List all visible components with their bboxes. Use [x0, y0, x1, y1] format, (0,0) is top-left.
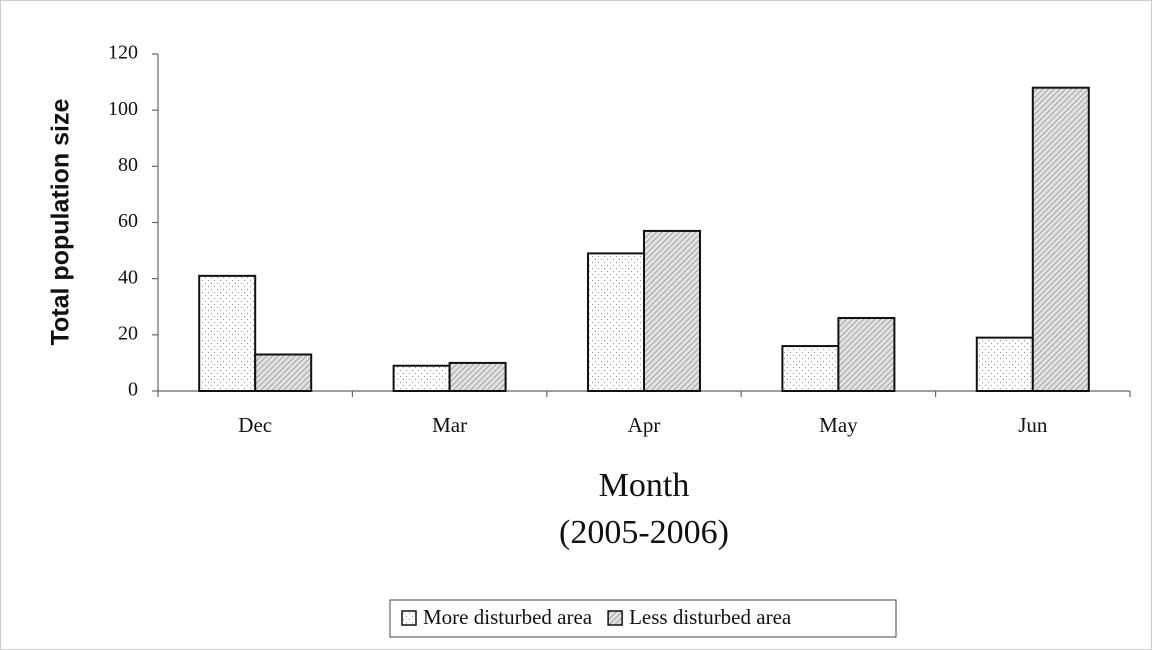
legend-swatch — [607, 610, 623, 626]
legend-label: More disturbed area — [423, 605, 593, 629]
y-tick-label: 0 — [128, 379, 138, 401]
legend-box — [389, 599, 897, 638]
y-tick-label: 40 — [118, 266, 138, 288]
x-tick-label: Apr — [628, 413, 661, 437]
y-tick-label: 100 — [108, 98, 138, 120]
x-tick-label: Jun — [1018, 413, 1048, 437]
y-tick-label: 120 — [108, 42, 138, 64]
bar — [198, 274, 257, 393]
x-tick-label: Dec — [238, 413, 272, 437]
bar — [587, 252, 645, 392]
legend-swatch — [401, 610, 417, 626]
bar — [254, 353, 313, 393]
x-tick-label: Mar — [432, 413, 467, 437]
bar — [643, 229, 701, 392]
y-tick-label: 80 — [118, 154, 138, 176]
bar — [448, 361, 507, 392]
x-tick-label: May — [819, 413, 858, 437]
x-axis-label: Month — [599, 467, 690, 504]
y-axis-label: Total population size — [47, 99, 75, 346]
legend-label: Less disturbed area — [629, 605, 792, 629]
bar — [975, 336, 1034, 392]
y-tick-label: 60 — [118, 210, 138, 232]
y-tick-label: 20 — [118, 322, 138, 344]
bar — [781, 345, 840, 393]
bar — [1031, 86, 1090, 392]
bar — [837, 316, 896, 393]
x-axis-label: (2005-2006) — [559, 514, 729, 551]
bar — [392, 364, 451, 393]
